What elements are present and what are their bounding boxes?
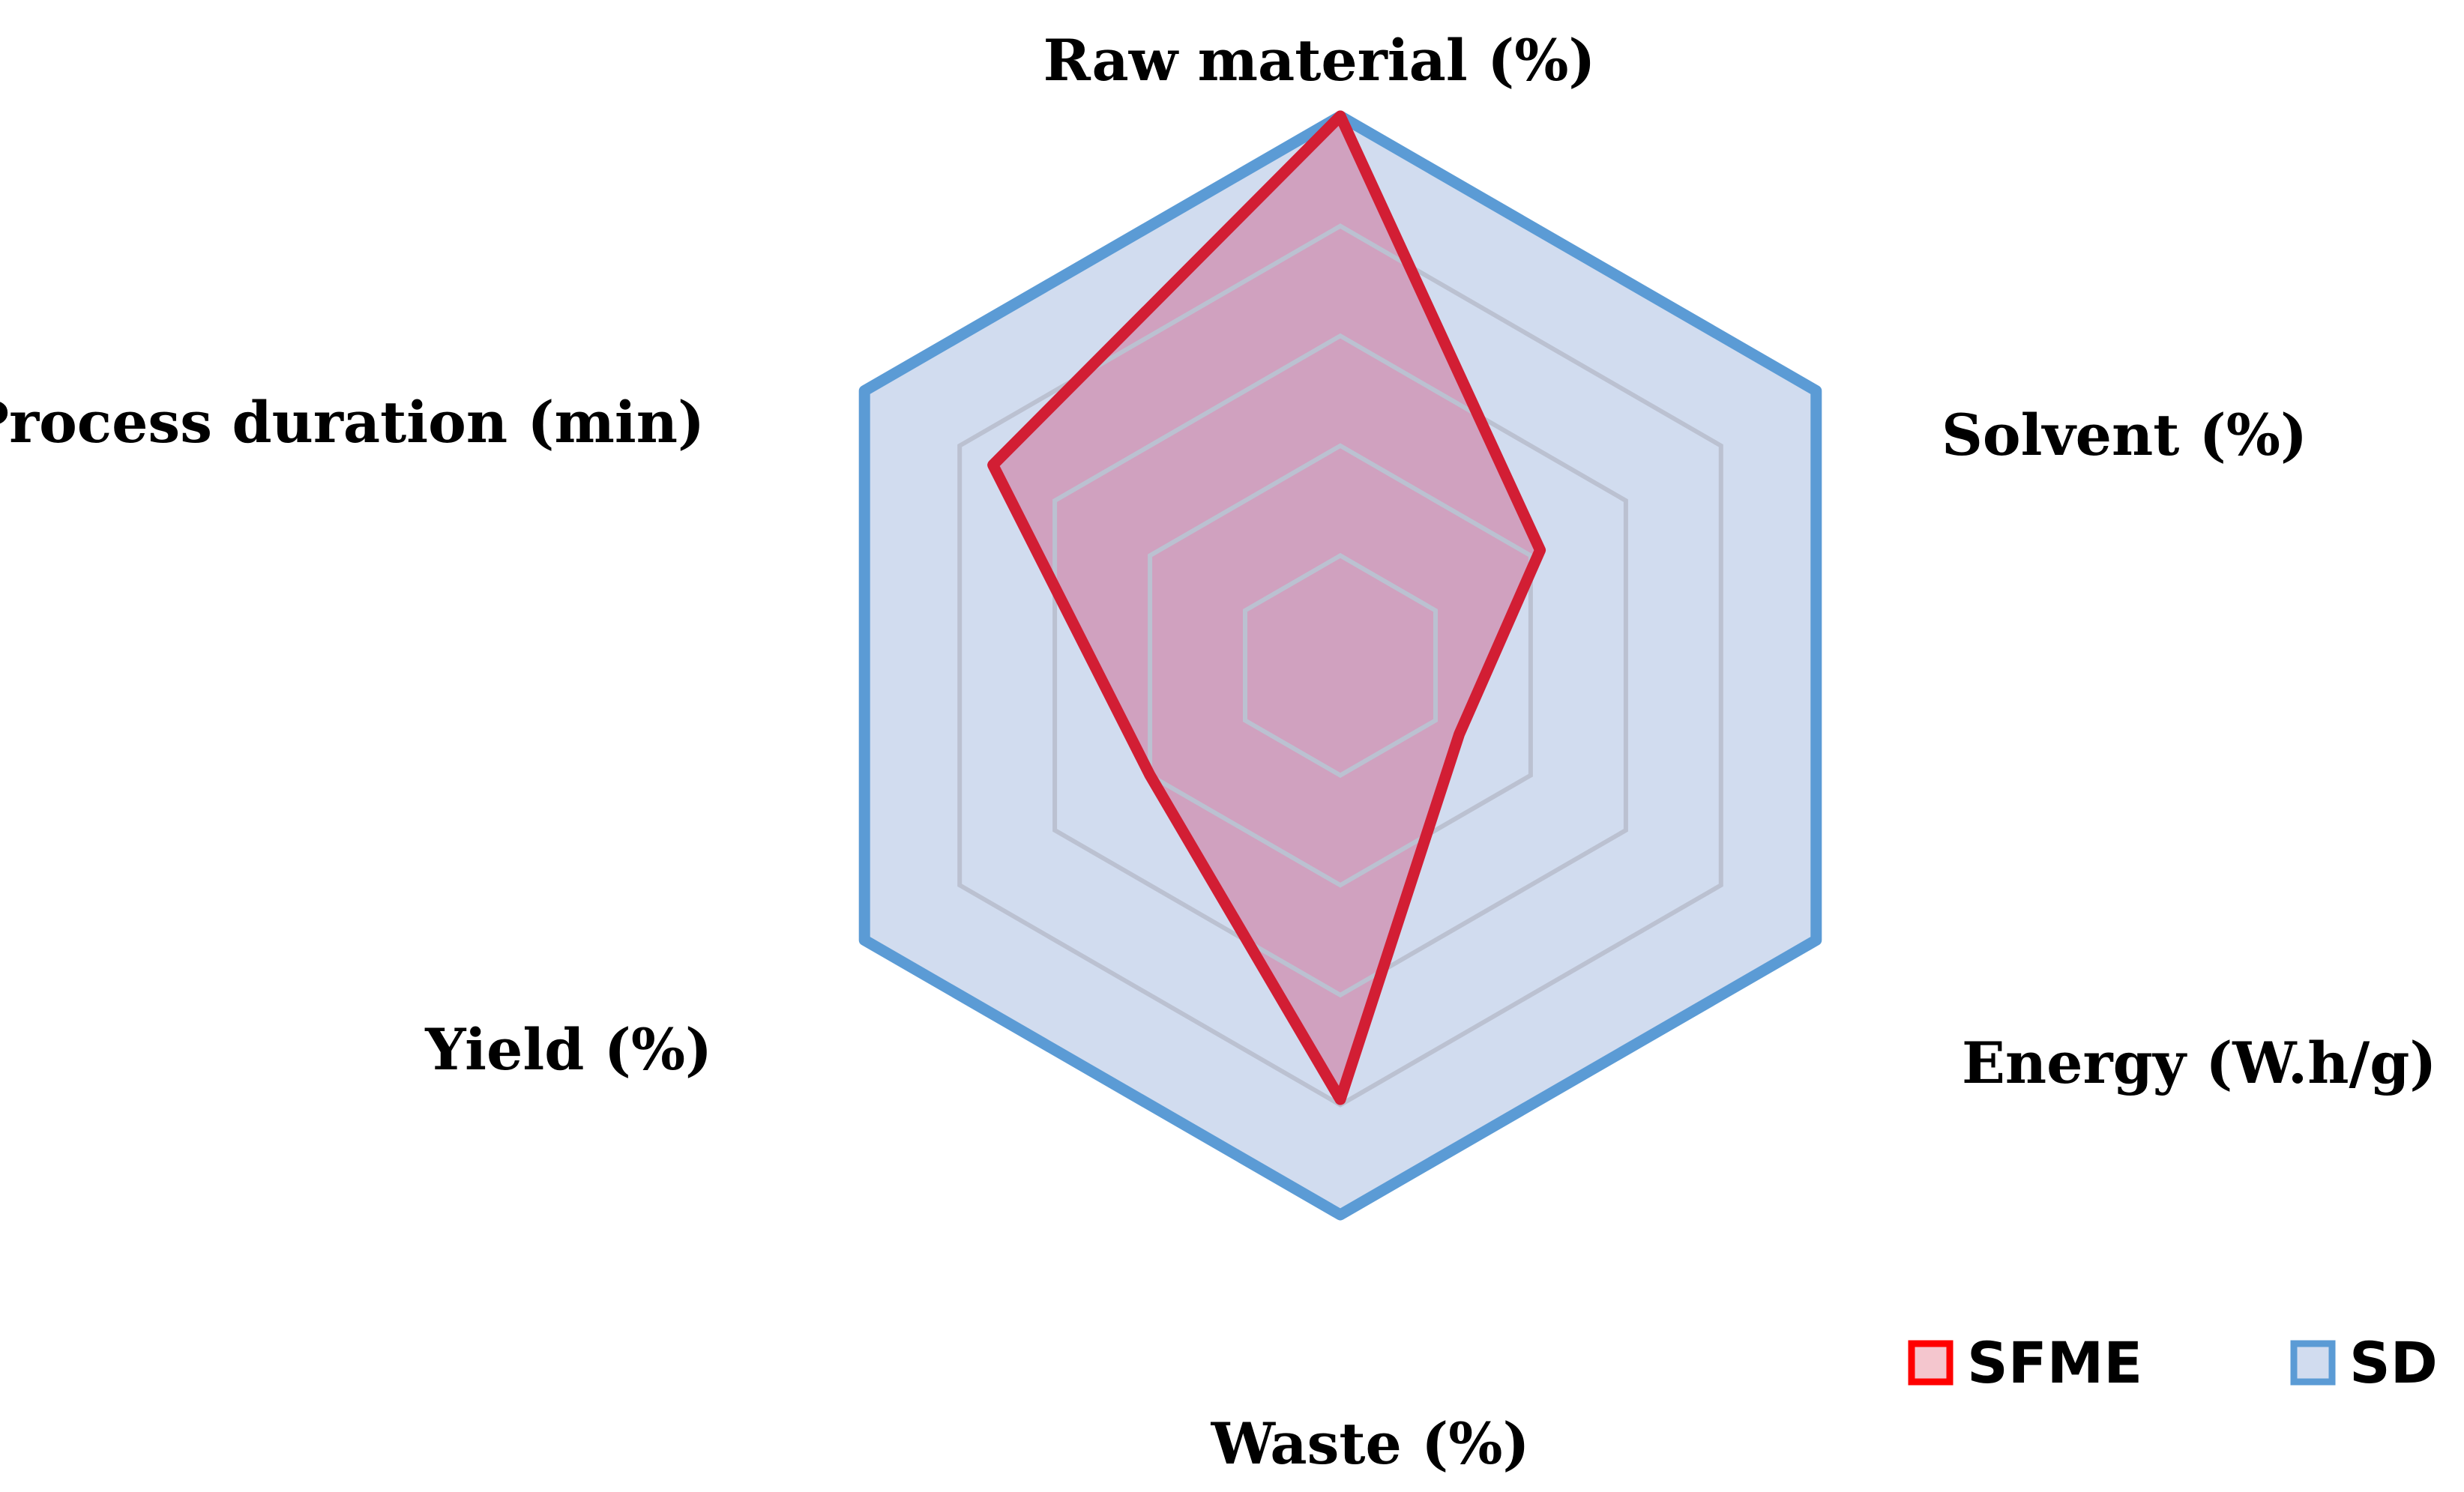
series-outlines (858, 110, 1822, 1221)
data-point-sfme-4 (1149, 774, 1151, 776)
data-point-sd-1 (1815, 390, 1817, 392)
legend-item-sd: SD (2290, 1329, 2438, 1396)
axis-label-raw-material: Raw material (%) (1043, 27, 1596, 94)
series-fills (864, 116, 1816, 1215)
legend-label-sd: SD (2349, 1329, 2438, 1396)
legend: SFME SD (1908, 1329, 2438, 1396)
data-point-sfme-1 (1539, 549, 1541, 552)
data-point-sd-4 (864, 939, 866, 941)
series-fill-sfme (992, 116, 1540, 1100)
legend-swatch-sd (2290, 1340, 2336, 1386)
data-point-sd-5 (864, 390, 866, 392)
legend-label-sfme: SFME (1967, 1329, 2142, 1396)
data-point-sd-3 (1340, 1214, 1341, 1215)
axis-label-energy: Energy (W.h/g) (1962, 1030, 2436, 1096)
data-point-sfme-2 (1458, 733, 1460, 735)
data-point-sfme-5 (992, 464, 994, 466)
grid-ring-3 (1052, 333, 1628, 998)
axis-label-solvent: Solvent (%) (1942, 402, 2307, 468)
axis-label-waste: Waste (%) (1211, 1410, 1530, 1477)
data-point-sfme-0 (1340, 115, 1341, 117)
data-point-sd-2 (1815, 939, 1817, 941)
axis-label-process-duration: Process duration (min) (0, 389, 705, 456)
grid-ring-2 (1148, 443, 1533, 888)
legend-item-sfme: SFME (1908, 1329, 2142, 1396)
grid-ring-1 (1243, 552, 1438, 779)
axis-label-yield: Yield (%) (424, 1016, 712, 1083)
data-point-sfme-3 (1340, 1099, 1341, 1101)
legend-swatch-sfme (1908, 1340, 1954, 1386)
